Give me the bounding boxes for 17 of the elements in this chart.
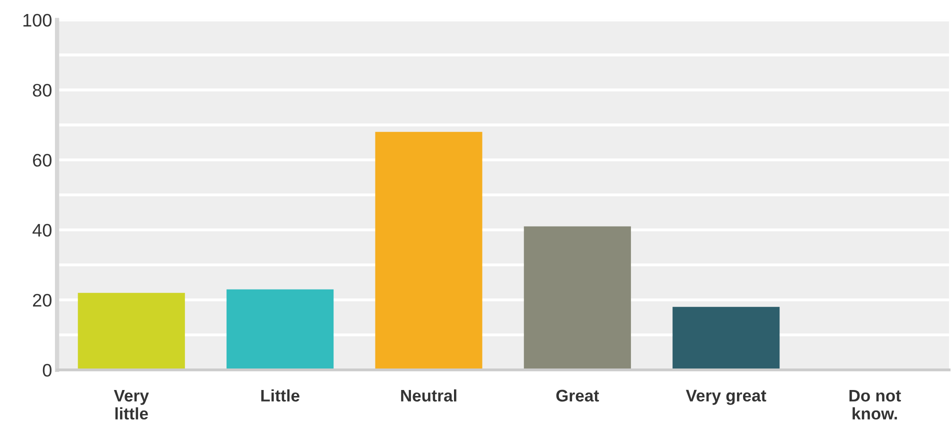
y-tick-label: 0 [42, 364, 52, 377]
y-tick-label: 100 [23, 14, 52, 27]
y-tick-label: 40 [32, 224, 52, 237]
x-tick-label: Great [556, 390, 599, 402]
bar [375, 132, 482, 370]
y-tick-label: 80 [32, 84, 52, 97]
bar [524, 226, 631, 370]
bar [78, 292, 185, 370]
bar [672, 306, 780, 370]
x-tick-label: Little [261, 389, 300, 402]
x-tick-label: Neutral [401, 389, 456, 402]
x-tick-label: Do not know. [850, 390, 901, 420]
y-tick-label: 60 [33, 154, 52, 167]
y-tick-label: 20 [33, 294, 52, 307]
x-tick-label: Very little [114, 390, 149, 420]
bar [226, 289, 334, 370]
x-tick-label: Very great [686, 390, 766, 405]
